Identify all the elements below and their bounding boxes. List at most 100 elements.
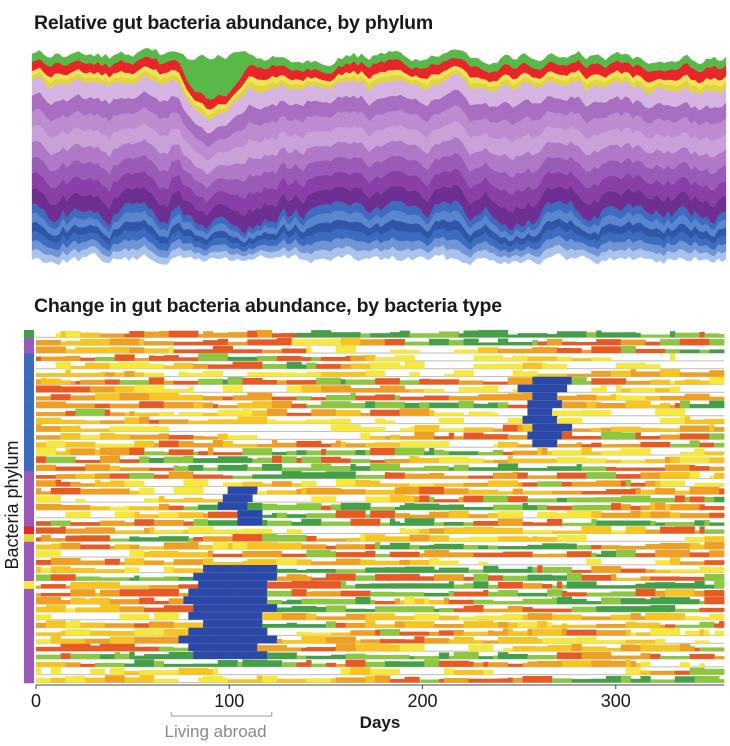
heatmap-cell <box>458 497 464 503</box>
heatmap-cell <box>350 630 376 636</box>
heatmap-cell <box>222 604 229 612</box>
heatmap-cell <box>532 522 548 526</box>
heatmap-cell <box>262 483 273 487</box>
heatmap-cell <box>90 645 101 652</box>
heatmap-cell <box>655 582 676 589</box>
heatmap-cell <box>468 514 489 518</box>
heatmap-cell <box>547 363 568 369</box>
heatmap-cell <box>507 435 528 440</box>
heatmap-cell <box>493 428 504 432</box>
heatmap-cell <box>365 514 371 518</box>
heatmap-cell <box>709 567 725 573</box>
heatmap-cell <box>340 379 346 385</box>
heatmap-cell <box>586 558 602 565</box>
heatmap-cell <box>650 653 661 659</box>
heatmap-cell <box>561 596 573 605</box>
heatmap-cell <box>173 622 204 628</box>
heatmap-cell <box>266 520 292 526</box>
heatmap-cell <box>188 420 209 424</box>
heatmap-cell <box>227 376 243 385</box>
heatmap-cell <box>463 427 494 432</box>
heatmap-cell <box>566 497 597 503</box>
heatmap-cell <box>286 380 317 385</box>
heatmap-cell <box>438 504 450 510</box>
heatmap-cell <box>129 544 140 550</box>
heatmap-cell <box>527 498 558 503</box>
heatmap-cell <box>80 428 111 432</box>
heatmap-cell <box>547 622 553 628</box>
heatmap-cell <box>139 670 160 675</box>
heatmap-cell <box>65 349 76 354</box>
heatmap-cell <box>655 502 666 510</box>
heatmap-cell <box>620 339 646 346</box>
heatmap-cell <box>301 357 312 361</box>
heatmap-cell <box>212 612 224 620</box>
heatmap-cell <box>242 464 248 471</box>
heatmap-cell <box>365 675 376 683</box>
heatmap-cell <box>610 573 617 581</box>
heatmap-cell <box>99 643 125 652</box>
heatmap-cell <box>36 566 42 573</box>
heatmap-cell <box>674 380 686 385</box>
heatmap-cell <box>399 365 405 369</box>
heatmap-cell <box>124 371 135 377</box>
heatmap-cell <box>365 620 376 628</box>
heatmap-cell <box>193 537 204 542</box>
heatmap-cell <box>694 530 700 534</box>
row-phylum-marker <box>24 565 34 574</box>
heatmap-cell <box>571 348 582 354</box>
heatmap-cell <box>104 558 120 565</box>
heatmap-cell <box>178 357 199 361</box>
heatmap-cell <box>80 347 111 354</box>
heatmap-cell <box>522 598 553 605</box>
heatmap-cell <box>306 371 322 377</box>
heatmap-cell <box>478 347 499 354</box>
heatmap-cell <box>610 591 636 597</box>
heatmap-cell <box>129 473 155 479</box>
heatmap-cell <box>296 373 307 377</box>
heatmap-cell <box>242 619 253 628</box>
heatmap-cell <box>330 632 351 636</box>
heatmap-cell <box>36 379 42 385</box>
heatmap-cell <box>679 561 705 565</box>
heatmap-cell <box>488 591 499 597</box>
heatmap-cell <box>237 510 263 518</box>
heatmap-cell <box>178 584 199 589</box>
heatmap-cell <box>36 475 57 479</box>
heatmap-cell <box>296 655 307 659</box>
heatmap-cell <box>522 482 538 487</box>
heatmap-cell <box>689 667 705 675</box>
heatmap-cell <box>65 448 71 456</box>
heatmap-cell <box>556 512 568 518</box>
heatmap-cell <box>158 503 170 510</box>
heatmap-cell <box>493 527 523 534</box>
heatmap-cell <box>620 495 651 503</box>
heatmap-cell <box>60 505 91 510</box>
heatmap-cell <box>468 489 499 495</box>
heatmap-cell <box>571 638 577 644</box>
heatmap-cell <box>345 622 351 628</box>
heatmap-cell <box>438 630 455 636</box>
heatmap-cell <box>684 537 705 542</box>
heatmap-cell <box>306 613 312 620</box>
heatmap-cell <box>394 592 425 597</box>
heatmap-cell <box>630 632 636 636</box>
heatmap-cell <box>532 376 543 385</box>
heatmap-cell <box>276 558 297 565</box>
heatmap-cell <box>507 677 514 683</box>
heatmap-cell <box>669 386 681 393</box>
heatmap-cell <box>70 567 96 573</box>
heatmap-cell <box>301 574 307 581</box>
heatmap-cell <box>109 465 120 471</box>
heatmap-cell <box>104 409 111 416</box>
row-phylum-marker <box>24 439 34 448</box>
heatmap-cell <box>630 369 636 377</box>
heatmap-cell <box>493 444 499 448</box>
heatmap-cell <box>149 527 155 534</box>
heatmap-cell <box>124 671 140 675</box>
heatmap-cell <box>669 504 700 510</box>
heatmap-cell <box>694 580 705 589</box>
heatmap-cell <box>497 621 509 628</box>
heatmap-cell <box>281 333 297 338</box>
heatmap-cell <box>719 621 725 628</box>
